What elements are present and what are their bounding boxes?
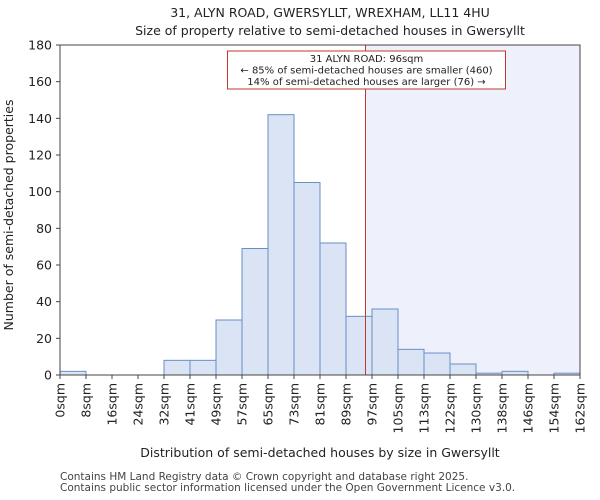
x-tick-label: 73sqm (287, 383, 302, 426)
footer-attribution: Contains HM Land Registry data © Crown c… (60, 472, 515, 494)
x-tick-label: 24sqm (131, 383, 146, 426)
chart-title-line2: Size of property relative to semi-detach… (135, 23, 525, 38)
x-tick-label: 16sqm (105, 383, 120, 426)
histogram-bar (293, 182, 321, 376)
x-tick-label: 32sqm (157, 383, 172, 426)
y-tick-label: 160 (28, 74, 52, 89)
x-tick-label: 49sqm (209, 383, 224, 426)
y-tick-label: 140 (28, 111, 52, 126)
x-axis-label: Distribution of semi-detached houses by … (140, 445, 500, 460)
y-tick-label: 180 (28, 38, 52, 53)
histogram-bar (345, 315, 373, 376)
y-tick-label: 120 (28, 148, 52, 163)
histogram-chart: 31, ALYN ROAD, GWERSYLLT, WREXHAM, LL11 … (1, 5, 588, 460)
x-tick-label: 130sqm (469, 383, 484, 433)
histogram-bar (371, 308, 399, 376)
x-tick-label: 122sqm (443, 383, 458, 433)
x-tick-label: 146sqm (521, 383, 536, 433)
histogram-bar (319, 242, 347, 376)
histogram-bar (189, 359, 217, 376)
y-tick-label: 40 (36, 294, 52, 309)
histogram-bar (423, 352, 451, 376)
x-tick-label: 154sqm (547, 383, 562, 433)
y-tick-label: 0 (44, 368, 52, 383)
x-tick-label: 8sqm (79, 383, 94, 418)
x-tick-label: 57sqm (235, 383, 250, 426)
x-tick-label: 89sqm (339, 383, 354, 426)
x-tick-label: 97sqm (365, 383, 380, 426)
annotation-text-line: ← 85% of semi-detached houses are smalle… (240, 66, 492, 77)
histogram-bar (163, 359, 191, 376)
x-tick-label: 113sqm (417, 383, 432, 433)
chart-title-line1: 31, ALYN ROAD, GWERSYLLT, WREXHAM, LL11 … (170, 5, 490, 20)
x-tick-label: 81sqm (313, 383, 328, 426)
footer-line-2: Contains public sector information licen… (60, 482, 516, 494)
y-tick-label: 80 (36, 221, 52, 236)
x-tick-label: 105sqm (391, 383, 406, 433)
histogram-bar (59, 370, 87, 376)
larger-region-shading (365, 45, 580, 375)
histogram-bar (501, 370, 529, 376)
plot-area: 0 20 40 60 80 100 120 140 160 180 0sqm 8sqm 16sqm 24s… (28, 38, 587, 434)
x-tick-label: 138sqm (495, 383, 510, 433)
y-tick-label: 20 (36, 331, 52, 346)
x-tick-label: 162sqm (573, 383, 588, 433)
x-tick-label: 41sqm (183, 383, 198, 426)
x-tick-label: 0sqm (53, 383, 68, 418)
histogram-bar (267, 114, 295, 376)
footer-line-1: Contains HM Land Registry data © Crown c… (60, 471, 469, 483)
y-axis-label: Number of semi-detached properties (1, 100, 16, 331)
histogram-bar (449, 363, 477, 376)
y-tick-label: 100 (28, 184, 52, 199)
annotation-text-line: 31 ALYN ROAD: 96sqm (310, 54, 424, 65)
histogram-bar (241, 248, 269, 376)
histogram-bar (215, 319, 243, 376)
annotation-text-line: 14% of semi-detached houses are larger (… (247, 77, 485, 88)
annotation-box (227, 50, 506, 90)
histogram-bar (397, 348, 425, 376)
y-tick-label: 60 (36, 258, 52, 273)
x-tick-label: 65sqm (261, 383, 276, 426)
